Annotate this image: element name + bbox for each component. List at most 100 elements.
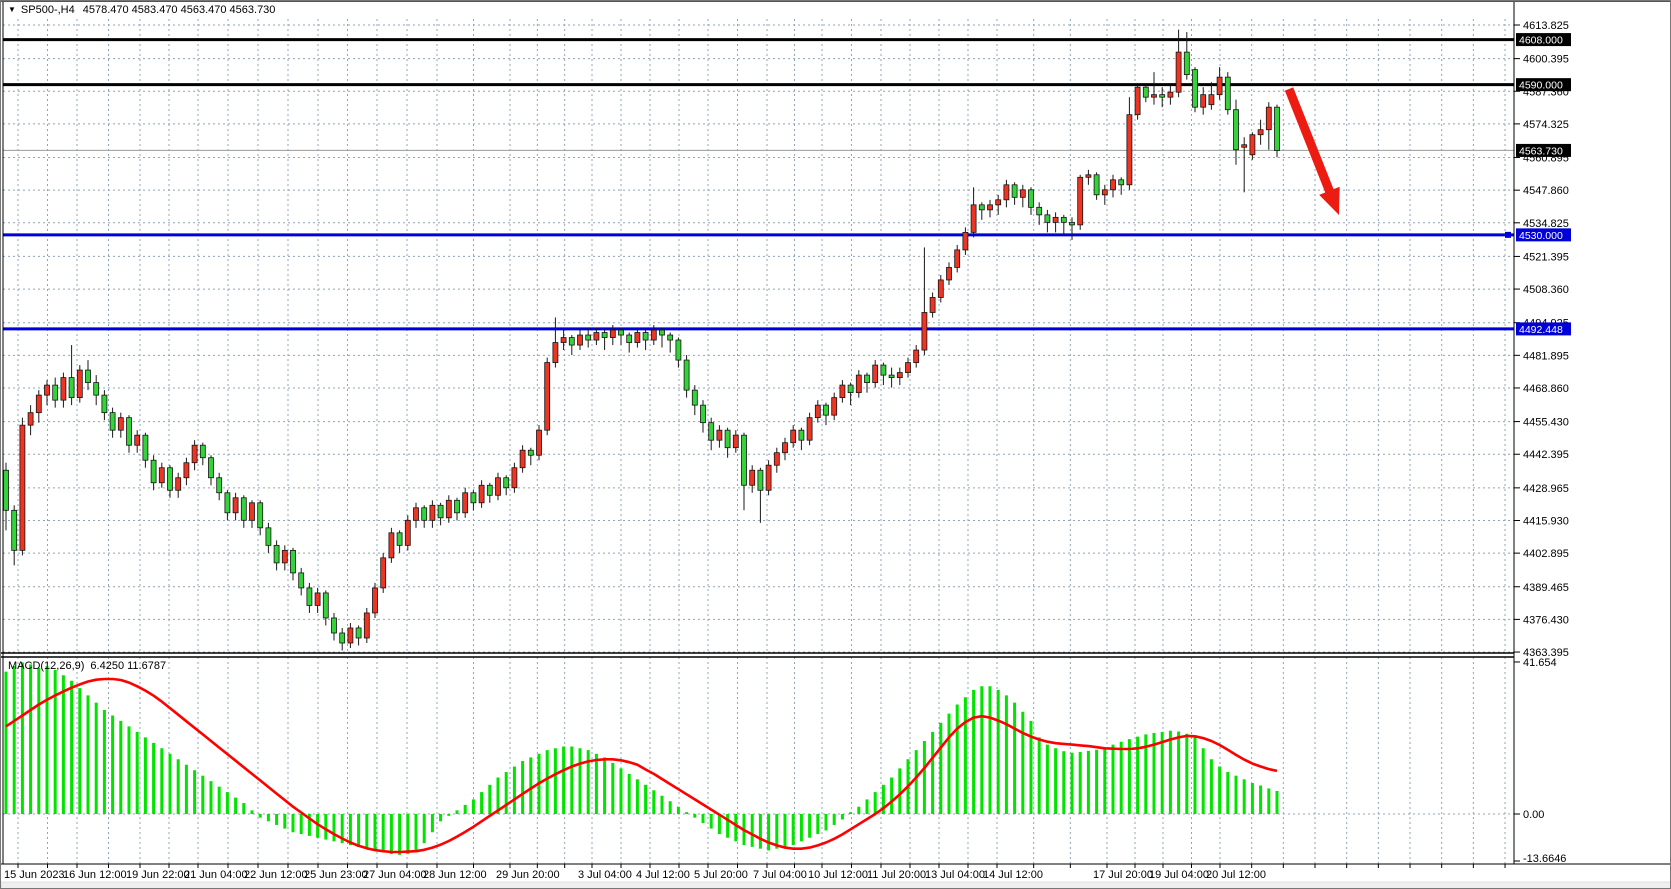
price-tick-label: 4468.860 xyxy=(1523,383,1569,395)
time-axis-label: 25 Jun 23:00 xyxy=(304,869,368,881)
candle xyxy=(757,467,764,523)
candle xyxy=(995,194,1002,215)
candle xyxy=(896,367,903,386)
candle xyxy=(388,527,395,563)
down-arrow-annotation[interactable] xyxy=(1284,87,1340,215)
candle xyxy=(732,430,739,453)
candle xyxy=(1110,174,1116,198)
time-axis-label: 19 Jul 04:00 xyxy=(1149,869,1209,881)
hline-handle[interactable] xyxy=(1505,231,1511,238)
candle xyxy=(888,367,895,388)
candles-layer xyxy=(3,29,1280,651)
candle xyxy=(609,325,616,346)
candle xyxy=(11,505,18,566)
candle xyxy=(536,425,542,461)
candle xyxy=(429,500,436,528)
chart-title: ▼ SP500-,H4 4578.470 4583.470 4563.470 456… xyxy=(8,4,275,16)
candle xyxy=(93,375,100,406)
symbol-period-label: SP500-,H4 xyxy=(20,4,75,16)
candle xyxy=(814,400,821,423)
price-tick-label: 4574.325 xyxy=(1523,119,1569,131)
candle xyxy=(1126,97,1133,190)
time-axis-label: 14 Jul 12:00 xyxy=(983,869,1043,881)
macd-axis[interactable]: 41.654 0.00 -13.6646 xyxy=(1514,657,1566,865)
candle xyxy=(478,480,485,508)
candle xyxy=(560,330,567,351)
candle xyxy=(191,440,198,471)
symbol-dropdown-icon[interactable]: ▼ xyxy=(8,5,16,14)
candle xyxy=(806,412,813,446)
candle xyxy=(265,522,272,553)
price-tick-label: 4521.395 xyxy=(1523,251,1569,263)
price-badge-label: 4530.000 xyxy=(1519,230,1563,242)
price-tick-label: 4613.825 xyxy=(1523,20,1569,32)
time-axis-label: 22 Jun 12:00 xyxy=(244,869,308,881)
candle xyxy=(1249,132,1256,160)
candle xyxy=(1069,217,1075,240)
candle xyxy=(1052,212,1059,233)
price-badge xyxy=(1516,33,1571,47)
price-tick-label: 4389.465 xyxy=(1523,582,1569,594)
horizontal-lines[interactable] xyxy=(3,38,1514,331)
candle xyxy=(667,332,674,353)
candle xyxy=(1003,179,1010,208)
price-tick-label: 4600.395 xyxy=(1523,54,1569,66)
candle xyxy=(495,472,501,501)
candle xyxy=(544,357,551,436)
candle xyxy=(462,487,469,518)
candle xyxy=(798,427,805,451)
price-tick-label: 4376.430 xyxy=(1523,614,1569,626)
candle xyxy=(773,447,780,473)
candle xyxy=(1101,184,1108,205)
time-axis-label: 5 Jul 20:00 xyxy=(694,869,748,881)
candle xyxy=(413,502,419,528)
candle xyxy=(396,530,403,553)
price-badges: 4608.000 4590.000 4563.730 4530.000 4492.448 xyxy=(1516,33,1571,336)
time-axis-label: 4 Jul 12:00 xyxy=(636,869,690,881)
time-axis-label: 21 Jun 04:00 xyxy=(184,869,248,881)
candle xyxy=(150,455,157,491)
price-badge xyxy=(1516,78,1571,92)
candle xyxy=(1192,67,1198,113)
candle xyxy=(1224,72,1231,115)
candle xyxy=(257,500,264,536)
candle xyxy=(273,540,280,571)
time-axis-label: 15 Jun 2023 xyxy=(4,869,65,881)
candle xyxy=(232,492,239,521)
candle xyxy=(445,495,452,523)
candle xyxy=(347,622,354,649)
time-axis-label: 29 Jun 20:00 xyxy=(496,869,560,881)
price-tick-label: 4415.930 xyxy=(1523,515,1569,527)
price-tick-label: 4402.895 xyxy=(1523,548,1569,560)
candle xyxy=(199,442,206,466)
candle xyxy=(978,202,985,220)
candle xyxy=(634,327,641,348)
macd-name: MACD(12,26,9) xyxy=(8,660,85,672)
candle xyxy=(19,417,26,556)
price-badge xyxy=(1516,228,1571,242)
candle xyxy=(249,500,255,528)
candle xyxy=(527,447,534,466)
candle xyxy=(519,445,526,473)
candle xyxy=(839,380,846,403)
candle xyxy=(568,335,575,356)
candle xyxy=(1118,177,1125,195)
macd-tick-label: 41.654 xyxy=(1523,657,1557,669)
time-axis-label: 27 Jun 04:00 xyxy=(363,869,427,881)
price-tick-label: 4428.965 xyxy=(1523,483,1569,495)
panel-borders xyxy=(1,1,1670,865)
candle xyxy=(618,327,624,346)
candle xyxy=(216,472,223,501)
candle xyxy=(1233,99,1239,165)
time-axis-label: 19 Jun 22:00 xyxy=(126,869,190,881)
time-axis-label: 20 Jul 12:00 xyxy=(1206,869,1266,881)
candle xyxy=(158,462,165,488)
candle xyxy=(970,187,977,238)
candle xyxy=(929,292,936,318)
candle xyxy=(700,400,706,433)
candle xyxy=(1151,72,1157,105)
candle xyxy=(404,515,411,551)
